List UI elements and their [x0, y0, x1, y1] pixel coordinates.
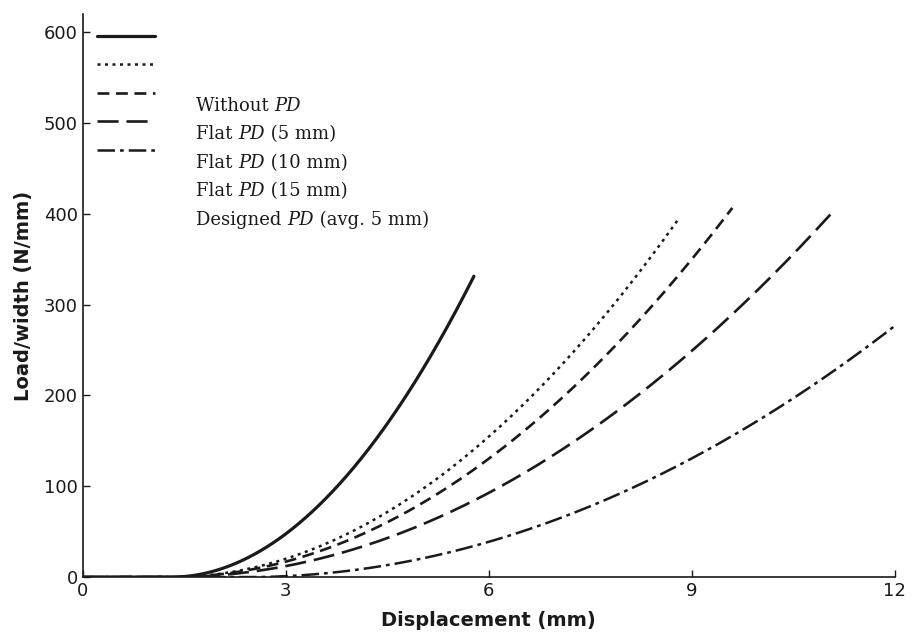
- Text: (10 mm): (10 mm): [265, 154, 347, 172]
- Text: PD: PD: [238, 125, 265, 143]
- Text: Flat: Flat: [196, 154, 238, 172]
- Legend: , , , , : , , , ,: [92, 23, 169, 166]
- Text: PD: PD: [238, 154, 265, 172]
- Text: PD: PD: [287, 211, 313, 229]
- Y-axis label: Load/width (N/mm): Load/width (N/mm): [14, 191, 33, 401]
- Text: Flat: Flat: [196, 125, 238, 143]
- Text: PD: PD: [238, 182, 265, 200]
- X-axis label: Displacement (mm): Displacement (mm): [381, 611, 596, 630]
- Text: Flat: Flat: [196, 182, 238, 200]
- Text: (avg. 5 mm): (avg. 5 mm): [313, 211, 428, 229]
- Text: Designed: Designed: [196, 211, 287, 229]
- Text: Without: Without: [196, 97, 275, 115]
- Text: (15 mm): (15 mm): [265, 182, 347, 200]
- Text: (5 mm): (5 mm): [265, 125, 335, 143]
- Text: PD: PD: [275, 97, 301, 115]
